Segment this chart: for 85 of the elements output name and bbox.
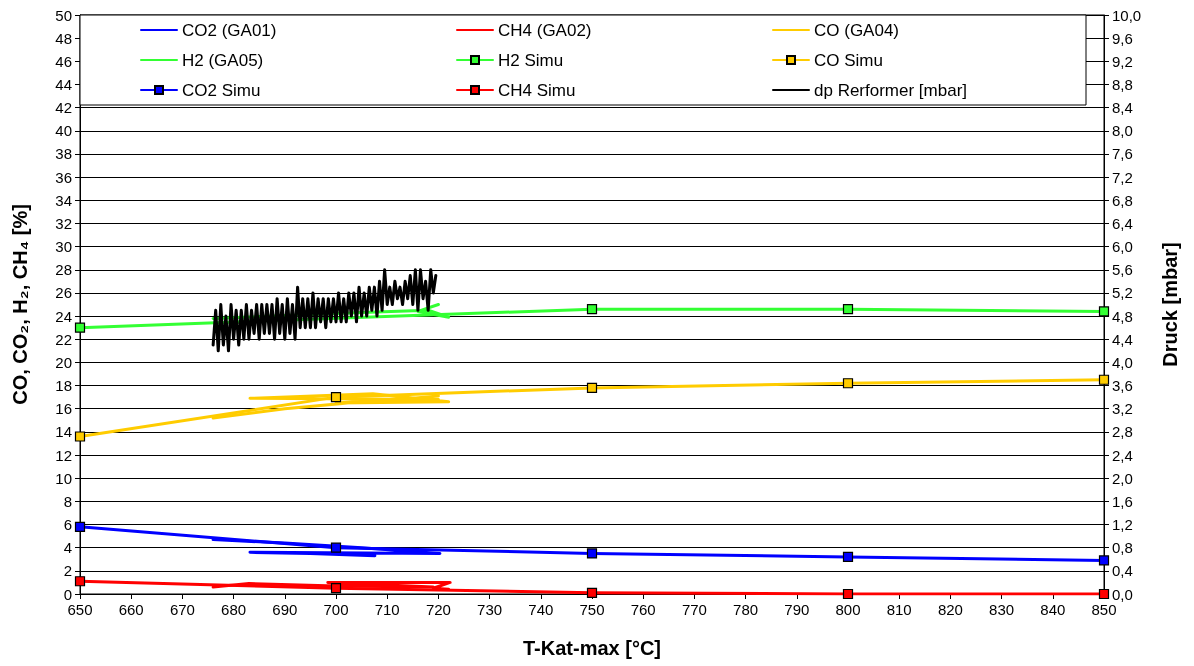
legend-label: CO (GA04) — [814, 20, 900, 40]
x-tick-label: 660 — [118, 601, 144, 618]
y-tick-label: 38 — [55, 145, 72, 163]
legend-label: dp Rerformer [mbar] — [814, 80, 968, 100]
y2-tick-label: 6,0 — [1112, 238, 1133, 256]
y2-tick-label: 9,2 — [1112, 52, 1133, 70]
legend-label: H2 Simu — [498, 50, 564, 70]
x-tick-label: 760 — [630, 601, 656, 618]
x-tick-label: 710 — [374, 601, 400, 618]
y-tick-label: 10 — [55, 469, 72, 487]
y2-tick-label: 6,8 — [1112, 191, 1133, 209]
y-tick-label: 16 — [55, 400, 72, 418]
y-tick-label: 24 — [55, 307, 72, 325]
x-tick-label: 820 — [937, 601, 963, 618]
y2-tick-label: 3,2 — [1112, 400, 1133, 418]
legend-label: CH4 (GA02) — [498, 20, 592, 40]
x-tick-label: 810 — [886, 601, 912, 618]
y-tick-label: 18 — [55, 377, 72, 395]
y-tick-label: 50 — [55, 6, 72, 24]
y2-tick-label: 2,4 — [1112, 446, 1133, 464]
x-tick-label: 670 — [169, 601, 195, 618]
x-tick-label: 770 — [681, 601, 707, 618]
y-tick-label: 44 — [55, 75, 72, 93]
y-tick-label: 32 — [55, 214, 72, 232]
y2-tick-label: 8,0 — [1112, 122, 1133, 140]
x-tick-label: 790 — [784, 601, 810, 618]
y2-tick-label: 5,2 — [1112, 284, 1133, 302]
y-tick-label: 34 — [55, 191, 72, 209]
y-tick-label: 14 — [55, 423, 72, 441]
x-tick-label: 680 — [221, 601, 247, 618]
y2-tick-label: 0,0 — [1112, 585, 1133, 603]
x-tick-label: 690 — [272, 601, 298, 618]
x-tick-label: 780 — [733, 601, 759, 618]
y-tick-label: 2 — [63, 562, 72, 580]
legend-label: CO2 (GA01) — [182, 20, 277, 40]
x-tick-label: 730 — [477, 601, 503, 618]
y-tick-label: 4 — [63, 539, 72, 557]
y2-tick-label: 10,0 — [1112, 6, 1142, 24]
y-tick-label: 42 — [55, 99, 72, 117]
x-tick-label: 800 — [835, 601, 861, 618]
y-tick-label: 40 — [55, 122, 72, 140]
y-tick-label: 46 — [55, 52, 72, 70]
y2-tick-label: 4,4 — [1112, 330, 1133, 348]
y-axis-title: CO, CO₂, H₂, CH₄ [%] — [9, 204, 31, 405]
y-tick-label: 0 — [63, 585, 72, 603]
y2-tick-label: 0,4 — [1112, 562, 1133, 580]
y2-axis-title: Druck [mbar] — [1159, 242, 1181, 367]
legend-label: CO Simu — [814, 50, 883, 70]
y2-tick-label: 1,2 — [1112, 516, 1133, 534]
x-tick-label: 650 — [67, 601, 93, 618]
x-tick-label: 750 — [579, 601, 605, 618]
legend-label: CH4 Simu — [498, 80, 576, 100]
y-tick-label: 26 — [55, 284, 72, 302]
legend-label: H2 (GA05) — [182, 50, 264, 70]
x-tick-label: 720 — [425, 601, 451, 618]
x-tick-label: 850 — [1091, 601, 1117, 618]
y2-tick-label: 8,8 — [1112, 75, 1133, 93]
y-tick-label: 12 — [55, 446, 72, 464]
y2-tick-label: 1,6 — [1112, 492, 1133, 510]
x-tick-label: 830 — [989, 601, 1015, 618]
legend-label: CO2 Simu — [182, 80, 261, 100]
y2-tick-label: 9,6 — [1112, 29, 1133, 47]
x-tick-label: 840 — [1040, 601, 1066, 618]
y-tick-label: 8 — [63, 492, 72, 510]
y-tick-label: 36 — [55, 168, 72, 186]
x-tick-label: 740 — [528, 601, 554, 618]
y-tick-label: 28 — [55, 261, 72, 279]
y2-tick-label: 8,4 — [1112, 99, 1133, 117]
y-tick-label: 6 — [63, 516, 72, 534]
y-tick-label: 30 — [55, 238, 72, 256]
x-axis-title: T-Kat-max [°C] — [522, 637, 662, 659]
y2-tick-label: 3,6 — [1112, 377, 1133, 395]
y-tick-label: 20 — [55, 353, 72, 371]
y2-tick-label: 5,6 — [1112, 261, 1133, 279]
y2-tick-label: 2,0 — [1112, 469, 1133, 487]
x-tick-label: 700 — [323, 601, 349, 618]
y2-tick-label: 0,8 — [1112, 539, 1133, 557]
y2-tick-label: 4,8 — [1112, 307, 1133, 325]
y2-tick-label: 7,6 — [1112, 145, 1133, 163]
y2-tick-label: 4,0 — [1112, 353, 1133, 371]
y2-tick-label: 2,8 — [1112, 423, 1133, 441]
y2-tick-label: 7,2 — [1112, 168, 1133, 186]
y2-tick-label: 6,4 — [1112, 214, 1133, 232]
y-tick-label: 48 — [55, 29, 72, 47]
y-tick-label: 22 — [55, 330, 72, 348]
